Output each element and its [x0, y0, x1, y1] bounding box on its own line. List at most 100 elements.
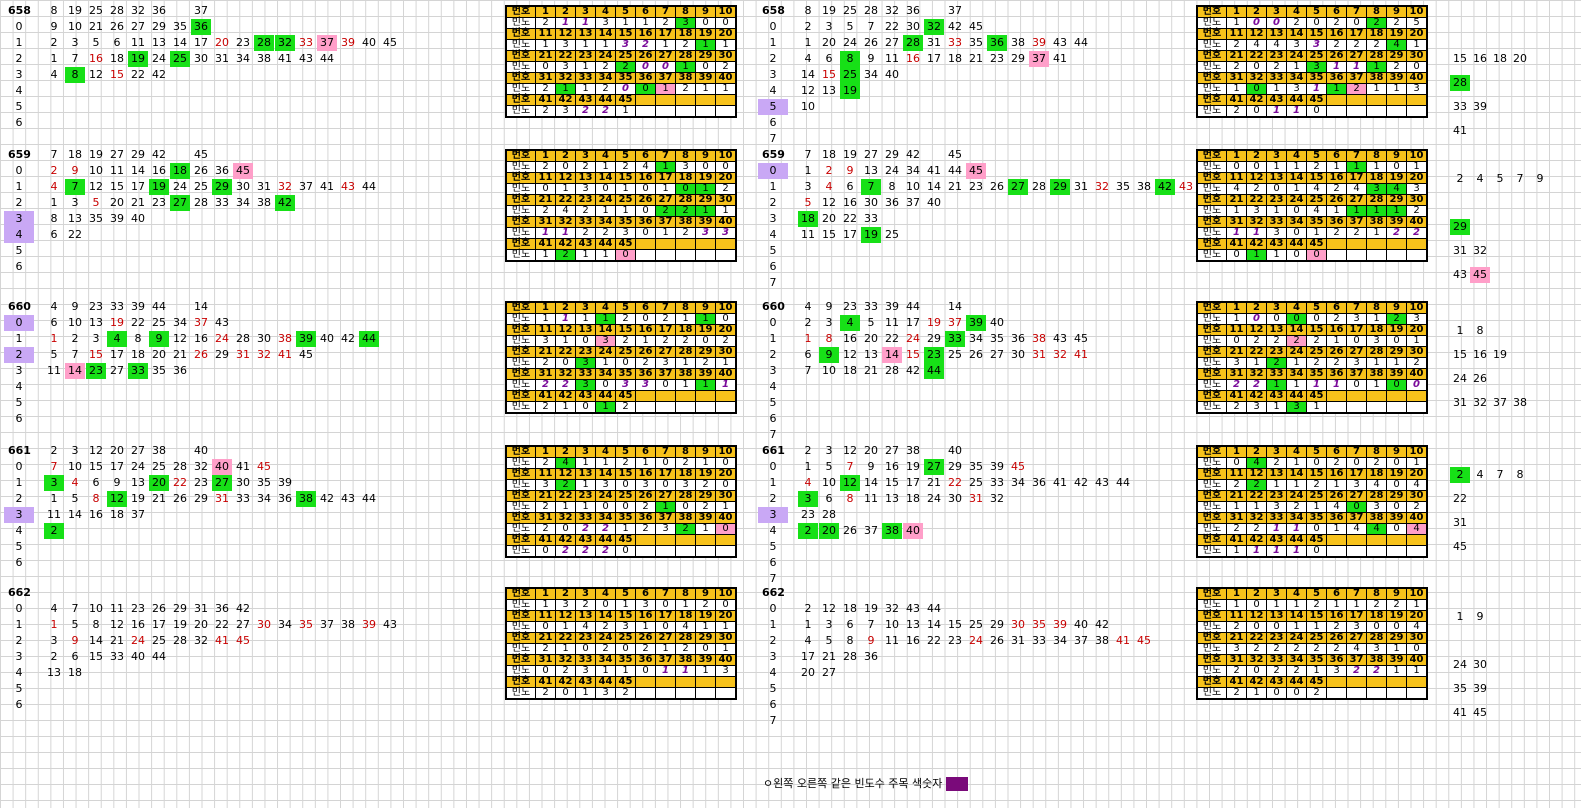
grid-freq: 2 [1226, 61, 1247, 73]
number-cell: 29 [1011, 52, 1025, 65]
grid-number: 7 [1346, 149, 1367, 162]
grid-number: 5 [1306, 301, 1327, 314]
grid-number: 37 [655, 654, 676, 666]
grid-freq: 2 [715, 335, 737, 347]
row-header: 빈도 [505, 523, 536, 535]
grid-number: 15 [1306, 172, 1327, 184]
grid-freq: 1 [615, 665, 636, 677]
grid-number: 9 [1386, 587, 1407, 600]
grid-freq: 2 [1226, 523, 1247, 535]
grid-number: 9 [1386, 149, 1407, 162]
grid-freq: 0 [1266, 621, 1287, 633]
number-cell: 10 [801, 100, 815, 113]
grid-freq: 3 [555, 105, 576, 118]
grid-freq: 2 [1266, 357, 1287, 369]
number-cell: 7 [50, 460, 58, 473]
grid-number: 4 [1286, 587, 1307, 600]
grid-number: 11 [1226, 610, 1247, 622]
side-number: 31 [1453, 244, 1467, 257]
number-cell: 13 [152, 36, 166, 49]
grid-number: 13 [575, 172, 596, 184]
number-row: 번호 11 12 13 14 15 16 17 18 19 20 [505, 172, 737, 184]
grid-number: 34 [595, 216, 616, 228]
grid-number: 3 [575, 445, 596, 458]
grid-number: 34 [1286, 216, 1307, 228]
grid-number: 12 [555, 172, 576, 184]
number-row: 번호 41 42 43 44 45 [1196, 676, 1428, 688]
grid-freq: 3 [1306, 39, 1327, 51]
grid-number: 2 [555, 5, 576, 18]
number-cell: 19 [906, 460, 920, 473]
freq-row: 빈도 1 0 1 1 2 1 1 2 2 1 [1196, 599, 1428, 611]
number-cell: 12 [110, 618, 124, 631]
grid-number: 44 [1286, 390, 1307, 402]
grid-freq: 1 [635, 621, 656, 633]
grid-freq: 2 [535, 401, 556, 414]
freq-label: 1 [769, 476, 777, 489]
number-cell: 40 [212, 459, 232, 475]
grid-number [1326, 238, 1347, 250]
number-cell: 13 [885, 492, 899, 505]
number-cell: 41 [1053, 52, 1067, 65]
grid-number: 15 [1306, 468, 1327, 480]
number-cell: 3 [804, 180, 812, 193]
row-header: 빈도 [1196, 227, 1227, 239]
number-cell: 7 [867, 20, 875, 33]
grid-freq [1366, 105, 1387, 118]
grid-number: 1 [1226, 149, 1247, 162]
grid-freq: 2 [1406, 205, 1428, 217]
row-header: 빈도 [1196, 401, 1227, 414]
number-cell: 34 [864, 68, 878, 81]
number-row: 번호 41 42 43 44 45 [1196, 238, 1428, 250]
grid-freq: 1 [655, 183, 676, 195]
number-cell: 11 [47, 364, 61, 377]
freq-row: 빈도 4 2 0 1 4 2 4 3 4 3 [1196, 183, 1428, 195]
grid-freq [655, 105, 676, 118]
grid-number: 8 [1366, 445, 1387, 458]
grid-number: 26 [1326, 490, 1347, 502]
number-cell: 25 [89, 4, 103, 17]
side-number: 29 [1450, 219, 1470, 235]
grid-freq: 0 [655, 479, 676, 491]
number-cell: 39 [110, 212, 124, 225]
grid-freq: 0 [635, 205, 656, 217]
freq-label: 7 [769, 714, 777, 727]
grid-freq: 1 [695, 379, 716, 391]
freq-label: 3 [769, 212, 777, 225]
grid-freq: 0 [1346, 335, 1367, 347]
number-cell: 27 [924, 459, 944, 475]
number-cell: 9 [825, 300, 833, 313]
grid-number: 7 [655, 587, 676, 600]
grid-number: 8 [1366, 149, 1387, 162]
number-cell: 14 [948, 300, 962, 313]
grid-freq: 1 [1366, 379, 1387, 391]
grid-freq: 2 [1246, 183, 1267, 195]
number-row: 번호 41 42 43 44 45 [1196, 534, 1428, 546]
grid-number: 41 [1226, 534, 1247, 546]
grid-freq: 2 [715, 183, 737, 195]
grid-number: 7 [655, 5, 676, 18]
grid-number: 32 [1246, 512, 1267, 524]
grid-number: 15 [1306, 324, 1327, 336]
freq-row: 빈도 0 2 3 1 1 0 1 1 1 3 [505, 665, 737, 677]
grid-number: 6 [635, 587, 656, 600]
grid-freq: 0 [1246, 313, 1267, 325]
grid-freq: 1 [1346, 205, 1367, 217]
number-cell: 30 [257, 618, 271, 631]
grid-freq: 4 [1346, 643, 1367, 655]
grid-number: 10 [1406, 301, 1428, 314]
grid-number: 28 [675, 346, 696, 358]
number-cell: 4 [50, 300, 58, 313]
grid-number: 9 [1386, 301, 1407, 314]
grid-freq: 1 [535, 227, 556, 239]
grid-freq: 2 [1386, 227, 1407, 239]
row-header: 빈도 [505, 249, 536, 262]
freq-label: 3 [15, 364, 23, 377]
number-cell: 33 [1032, 634, 1046, 647]
number-cell: 41 [1074, 348, 1088, 361]
grid-freq: 2 [1226, 39, 1247, 51]
number-row: 번호 11 12 13 14 15 16 17 18 19 20 [505, 28, 737, 40]
grid-freq: 1 [1346, 161, 1367, 173]
grid-number: 22 [555, 50, 576, 62]
